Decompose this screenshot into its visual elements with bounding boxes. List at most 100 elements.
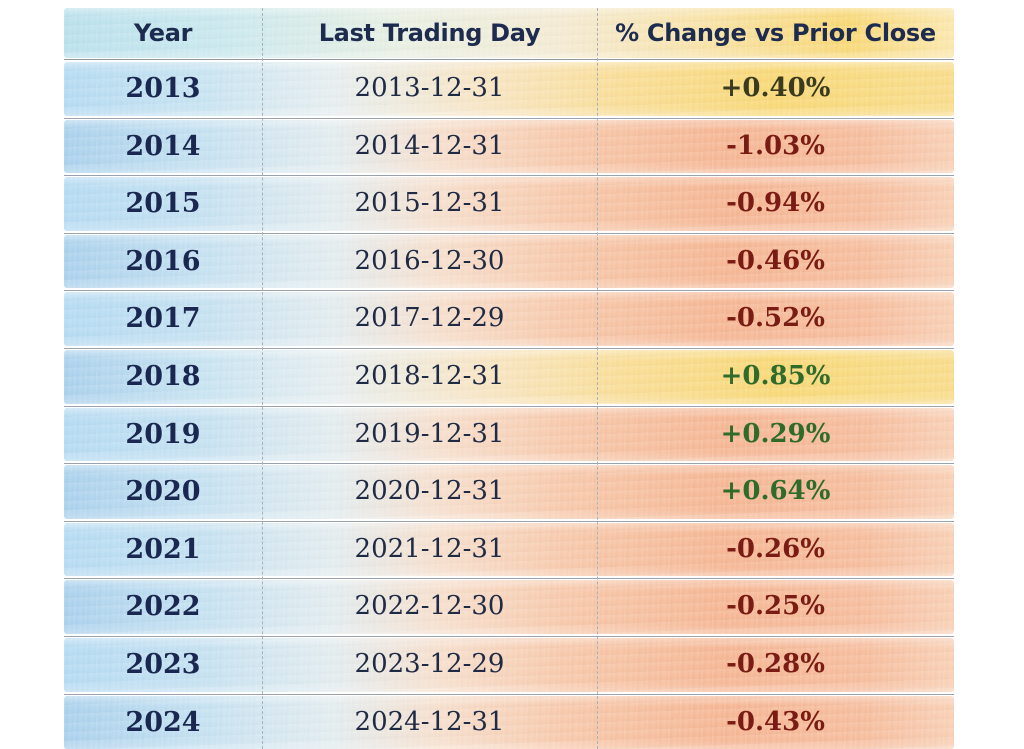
header-edge [64,8,954,58]
row-wash [64,522,954,577]
year-cell: 2019 [125,418,201,450]
date-cell: 2017-12-29 [354,303,505,334]
row-grain [64,62,954,116]
change-cell: -0.28% [726,649,825,679]
row-grain [64,234,954,289]
row-grain [64,177,954,231]
change-cell: +0.29% [720,418,831,449]
row-grain [64,292,954,346]
column-header-2: Last Trading Day [318,19,541,47]
row-wash [64,62,954,116]
row-band [64,292,954,346]
row-band [64,407,954,462]
year-cell: 2024 [125,706,201,738]
change-cell: -0.25% [726,591,825,622]
row-rule [64,232,954,234]
header-grain [64,8,954,58]
date-cell: 2015-12-31 [354,188,505,219]
row-edge [64,119,954,174]
row-wash [64,580,954,634]
row-rule [64,175,954,177]
year-cell: 2014 [125,130,201,162]
row-wash [64,695,954,749]
row-grain [64,522,954,577]
row-grain [64,119,954,174]
row-grain [64,695,954,749]
row-rule [64,405,954,407]
row-wash [64,292,954,346]
row-wash [64,234,954,289]
row-rule [64,520,954,522]
row-edge [64,695,954,749]
row-edge [64,234,954,289]
row-band [64,177,954,231]
header-band [64,8,954,58]
change-cell: +0.85% [720,361,831,391]
row-edge [64,465,954,519]
row-band [64,522,954,577]
row-grain [64,465,954,519]
change-cell: -0.43% [726,706,825,737]
row-rule [64,636,954,637]
row-edge [64,407,954,462]
row-band [64,638,954,692]
year-cell: 2023 [125,649,201,680]
row-grain [64,350,954,404]
row-edge [64,522,954,577]
date-cell: 2013-12-31 [354,73,505,103]
year-cell: 2018 [125,361,201,392]
row-rule [64,348,954,349]
row-edge [64,638,954,692]
date-cell: 2019-12-31 [354,418,505,449]
row-wash [64,407,954,462]
year-cell: 2016 [125,245,201,277]
row-wash [64,119,954,174]
date-cell: 2024-12-31 [354,706,505,737]
change-cell: +0.64% [720,476,831,507]
row-band [64,119,954,174]
row-rule [64,693,954,695]
row-rule [64,117,954,119]
row-grain [64,580,954,634]
row-wash [64,350,954,404]
date-cell: 2014-12-31 [354,130,505,161]
row-rule [64,463,954,465]
row-band [64,580,954,634]
change-cell: -0.46% [726,245,825,276]
change-cell: -0.52% [726,303,825,334]
row-band [64,465,954,519]
column-divider [597,8,598,749]
row-band [64,62,954,116]
change-cell: +0.40% [720,73,831,103]
row-edge [64,177,954,231]
row-grain [64,407,954,462]
year-cell: 2020 [125,476,201,508]
year-cell: 2015 [125,188,201,220]
row-edge [64,62,954,116]
year-cell: 2022 [125,591,201,623]
row-wash [64,638,954,692]
row-wash [64,465,954,519]
year-cell: 2017 [125,303,201,335]
year-cell: 2013 [125,73,201,104]
date-cell: 2021-12-31 [354,533,505,564]
header-wash [64,8,954,58]
year-cell: 2021 [125,533,201,565]
date-cell: 2023-12-29 [354,649,505,679]
change-cell: -1.03% [726,130,825,161]
row-rule [64,290,954,292]
column-header-1: Year [133,19,193,47]
row-edge [64,580,954,634]
change-cell: -0.26% [726,533,825,564]
column-header-3: % Change vs Prior Close [615,19,936,47]
header-rule [64,59,954,60]
change-cell: -0.94% [726,188,825,219]
date-cell: 2022-12-30 [354,591,505,622]
row-band [64,695,954,749]
date-cell: 2018-12-31 [354,361,505,391]
row-wash [64,177,954,231]
column-divider [262,8,263,749]
row-edge [64,350,954,404]
date-cell: 2020-12-31 [354,476,505,507]
row-band [64,350,954,404]
